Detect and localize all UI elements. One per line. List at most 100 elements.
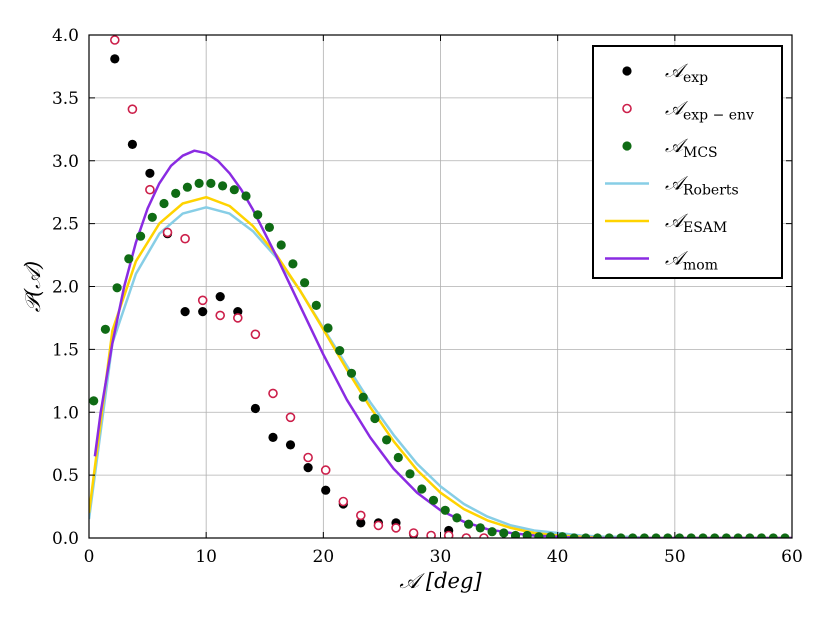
x-tick-label: 40 — [547, 547, 569, 567]
data-point — [110, 35, 120, 45]
data-point — [745, 533, 755, 538]
data-point — [253, 210, 263, 220]
data-point — [756, 533, 767, 538]
data-point — [171, 188, 181, 198]
data-point — [300, 278, 310, 288]
data-point — [651, 533, 661, 538]
data-point — [592, 533, 603, 538]
data-point — [557, 532, 567, 538]
data-point — [215, 292, 225, 302]
legend-box — [592, 45, 783, 279]
data-point — [768, 533, 778, 538]
series-expenv — [110, 35, 489, 538]
legend-swatch — [622, 141, 632, 151]
data-point — [522, 530, 532, 538]
data-point — [461, 533, 472, 538]
data-point — [285, 440, 296, 450]
x-tick-label: 20 — [313, 547, 335, 567]
data-point — [663, 533, 673, 538]
x-tick-label: 60 — [781, 547, 803, 567]
ticks: 0 10 20 30 40 50 60 0.0 0.5 1.0 1.5 2.0 2.5 3.0 3.5 4.0 — [52, 26, 803, 567]
data-point — [127, 139, 137, 149]
data-point — [408, 528, 419, 538]
data-point — [534, 532, 544, 538]
data-point — [285, 412, 296, 423]
data-point — [546, 532, 556, 538]
data-point — [276, 240, 286, 250]
data-point — [145, 184, 155, 195]
data-point — [604, 533, 614, 538]
data-point — [250, 329, 261, 340]
legend-swatch — [622, 103, 632, 114]
series-mcs — [89, 178, 790, 538]
data-point — [581, 533, 591, 538]
x-tick-label: 10 — [195, 547, 217, 567]
data-point — [112, 283, 122, 293]
y-tick-label: 0.0 — [52, 529, 79, 549]
data-point — [510, 530, 521, 538]
data-point — [355, 510, 366, 521]
data-point — [89, 396, 99, 406]
data-point — [303, 463, 313, 473]
data-point — [393, 452, 403, 463]
data-point — [338, 496, 349, 507]
data-point — [100, 324, 110, 334]
y-axis-title: 𝒫(𝒜) — [21, 261, 45, 312]
data-point — [268, 388, 278, 399]
data-point — [464, 519, 474, 529]
data-point — [616, 533, 626, 538]
series-esam — [89, 195, 792, 538]
data-point — [127, 104, 138, 114]
data-point — [288, 259, 298, 269]
x-tick-label: 0 — [84, 547, 95, 567]
data-point — [628, 533, 638, 538]
data-point — [440, 505, 450, 515]
data-point — [162, 227, 173, 238]
data-point — [475, 523, 485, 533]
data-point — [479, 533, 489, 538]
data-point — [198, 307, 208, 317]
data-point — [321, 485, 331, 495]
data-point — [346, 368, 357, 378]
data-point — [710, 533, 720, 538]
data-point — [241, 191, 251, 201]
data-point — [268, 432, 278, 442]
data-point — [264, 222, 274, 232]
data-point — [182, 182, 192, 192]
data-point — [218, 181, 228, 191]
x-tick-label: 50 — [664, 547, 686, 567]
legend-swatch — [622, 66, 632, 76]
data-point — [180, 307, 190, 317]
data-point — [147, 212, 157, 222]
series-layer — [89, 35, 792, 538]
data-point — [358, 392, 368, 402]
data-point — [391, 523, 401, 533]
data-point — [443, 530, 454, 538]
y-tick-label: 0.5 — [52, 466, 79, 486]
data-point — [370, 413, 380, 424]
data-point — [417, 484, 427, 494]
data-point — [335, 346, 345, 356]
series-line — [89, 195, 792, 538]
data-point — [373, 520, 384, 531]
x-axis-title: 𝒜 [deg] — [399, 569, 482, 593]
data-point — [206, 178, 216, 188]
data-point — [733, 533, 743, 538]
data-point — [639, 533, 649, 538]
data-point — [215, 310, 225, 321]
data-point — [250, 403, 260, 414]
data-point — [124, 254, 134, 264]
series-roberts — [89, 206, 792, 538]
data-point — [303, 452, 313, 463]
data-point — [233, 313, 243, 323]
data-point — [320, 465, 331, 475]
y-tick-label: 4.0 — [52, 26, 79, 46]
data-point — [356, 518, 366, 528]
data-point — [686, 533, 696, 538]
y-tick-label: 2.5 — [52, 215, 79, 235]
data-point — [229, 185, 239, 195]
data-point — [426, 530, 436, 538]
x-tick-label: 30 — [430, 547, 452, 567]
